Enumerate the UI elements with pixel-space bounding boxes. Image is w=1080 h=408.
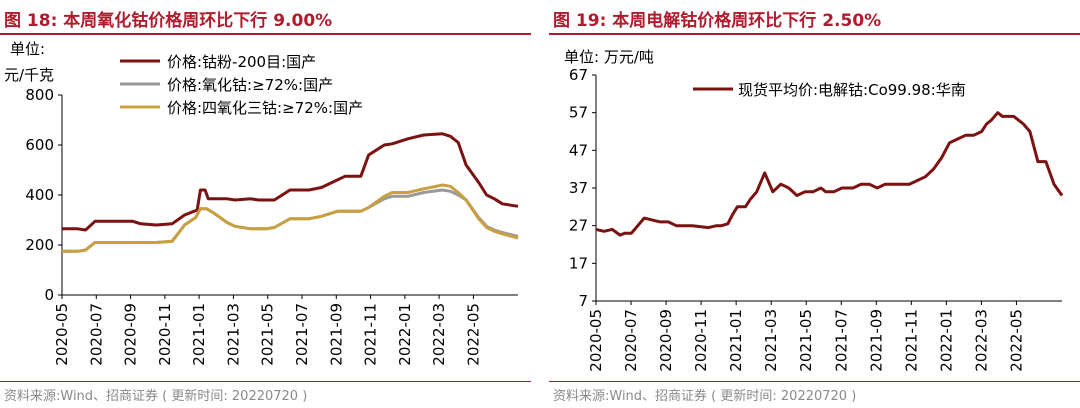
x-tick-label: 2020-07 [87,303,105,366]
title-rule [0,33,531,35]
series-line-3 [62,183,519,253]
unit-label: 元/千克 [4,66,54,84]
line-chart: 0 200 400 600 800 2020-05 2020-07 2020-09 2020-1… [4,40,519,366]
x-tick-label: 2021-11 [362,303,380,366]
x-tick-label: 2020-11 [692,309,710,372]
chart-panel-cobalt-oxide: 图 18: 本周氧化钴价格周环比下行 9.00% 0 200 400 600 800 20… [0,0,531,408]
x-tick-label: 2021-07 [832,309,850,372]
x-tick-label: 2020-09 [657,309,675,372]
y-tick-label: 200 [25,236,54,254]
chart-panel-electrolytic-cobalt: 图 19: 本周电解钴价格周环比下行 2.50% 7 17 27 37 47 57 67 20… [549,0,1080,408]
y-tick-label: 0 [44,286,54,304]
x-tick-label: 2021-05 [259,303,277,366]
x-tick-label: 2022-03 [972,309,990,372]
y-tick-label: 37 [569,179,588,197]
figure-title: 图 18: 本周氧化钴价格周环比下行 9.00% [4,11,333,31]
y-tick-label: 57 [569,104,588,122]
y-tick-label: 47 [569,141,588,159]
x-tick-label: 2021-01 [190,303,208,366]
y-tick-label: 17 [569,254,588,272]
line-chart: 7 17 27 37 47 57 67 2020-05 2020-07 2020-09 2020-1… [564,48,1064,372]
legend-label: 价格:四氧化三钴:≥72%:国产 [167,99,363,117]
x-tick-label: 2022-01 [396,303,414,366]
series-line-1 [62,132,519,232]
x-tick-label: 2021-09 [867,309,885,372]
source-rule [0,381,531,382]
x-tick-label: 2022-05 [464,303,482,366]
y-tick-label: 27 [569,217,588,235]
y-tick-label: 800 [25,86,54,104]
source-note: 资料来源:Wind、招商证券 ( 更新时间: 20220720 ) [553,389,857,404]
unit-label: 单位: 万元/吨 [564,48,654,66]
x-tick-label: 2021-03 [762,309,780,372]
x-tick-label: 2020-09 [122,303,140,366]
y-tick-label: 600 [25,136,54,154]
y-tick-label: 400 [25,186,54,204]
x-tick-label: 2021-07 [293,303,311,366]
unit-label: 单位: [10,40,45,58]
legend-label: 价格:钴粉-200目:国产 [167,53,316,71]
x-tick-label: 2020-05 [587,309,605,372]
figure-title: 图 19: 本周电解钴价格周环比下行 2.50% [553,11,882,31]
y-tick-label: 67 [569,66,588,84]
x-tick-label: 2021-05 [797,309,815,372]
legend-label: 现货平均价:电解钴:Co99.98:华南 [738,81,966,99]
x-tick-label: 2022-01 [937,309,955,372]
x-tick-label: 2021-09 [327,303,345,366]
y-tick-label: 7 [578,292,588,310]
legend-label: 价格:氧化钴:≥72%:国产 [167,76,333,94]
x-tick-label: 2021-11 [902,309,920,372]
x-tick-label: 2021-01 [727,309,745,372]
x-tick-label: 2022-05 [1007,309,1025,372]
x-tick-label: 2020-11 [156,303,174,366]
x-tick-label: 2022-03 [430,303,448,366]
x-tick-label: 2021-03 [224,303,242,366]
x-tick-label: 2020-07 [622,309,640,372]
source-rule [549,381,1080,382]
x-tick-label: 2020-05 [53,303,71,366]
source-note: 资料来源:Wind、招商证券 ( 更新时间: 20220720 ) [4,389,308,404]
title-rule [549,33,1080,35]
series-line-1 [595,111,1064,237]
